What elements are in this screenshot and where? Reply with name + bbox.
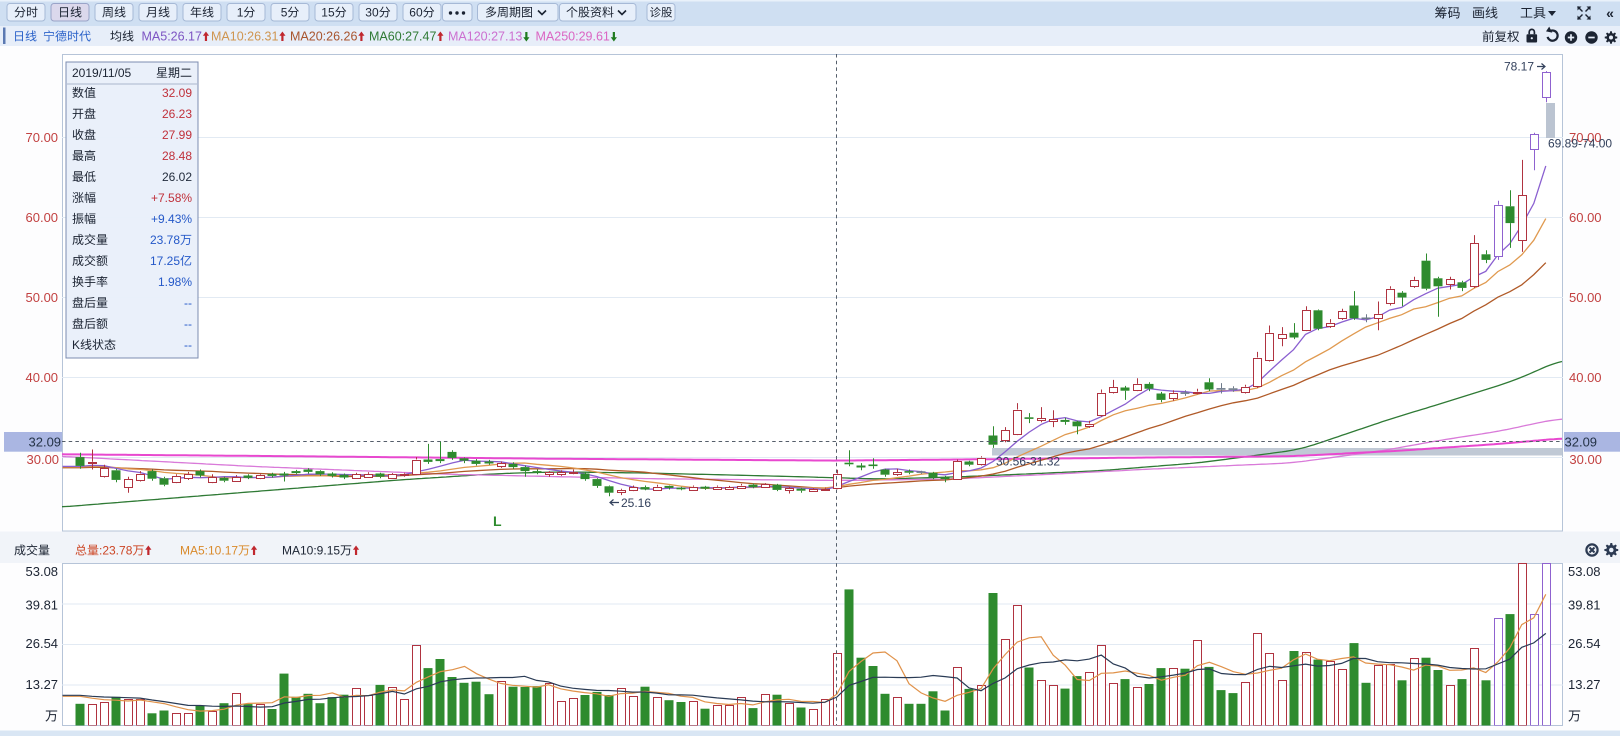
svg-text:60.00: 60.00 — [1569, 210, 1602, 225]
svg-text:26.54: 26.54 — [26, 636, 59, 651]
svg-text:17.25: 17.25 — [150, 254, 180, 268]
svg-text:13.27: 13.27 — [26, 677, 59, 692]
svg-text:40.00: 40.00 — [26, 370, 59, 385]
svg-text:L: L — [493, 513, 502, 529]
svg-text:MA250:29.61: MA250:29.61 — [536, 30, 610, 44]
svg-text:--: -- — [184, 296, 192, 310]
svg-text:30: 30 — [365, 6, 379, 20]
svg-text:1: 1 — [237, 6, 244, 20]
svg-text:K: K — [72, 338, 80, 352]
svg-text:MA10:9.15: MA10:9.15 — [282, 544, 340, 558]
svg-text:30.00: 30.00 — [1569, 452, 1602, 467]
svg-text:--: -- — [184, 338, 192, 352]
svg-text:69.89-74.00: 69.89-74.00 — [1548, 137, 1612, 151]
svg-text:32.09: 32.09 — [162, 86, 192, 100]
svg-text:1.98%: 1.98% — [158, 275, 192, 289]
svg-text:15: 15 — [321, 6, 335, 20]
svg-text:50.00: 50.00 — [26, 290, 59, 305]
svg-text:53.08: 53.08 — [26, 564, 59, 579]
svg-text:«: « — [1606, 5, 1614, 21]
svg-text:60.00: 60.00 — [26, 210, 59, 225]
svg-text:MA60:27.47: MA60:27.47 — [369, 30, 436, 44]
svg-text:27.99: 27.99 — [162, 128, 192, 142]
svg-text:60: 60 — [409, 6, 423, 20]
svg-text:MA120:27.13: MA120:27.13 — [448, 30, 522, 44]
svg-text:MA5:26.17: MA5:26.17 — [142, 30, 203, 44]
svg-text:39.81: 39.81 — [26, 598, 59, 613]
svg-text:70.00: 70.00 — [26, 130, 59, 145]
svg-text:+9.43%: +9.43% — [151, 212, 192, 226]
svg-text:MA5:10.17: MA5:10.17 — [180, 544, 238, 558]
svg-text:26.23: 26.23 — [162, 107, 192, 121]
svg-text:13.27: 13.27 — [1568, 677, 1601, 692]
svg-text:39.81: 39.81 — [1568, 598, 1601, 613]
svg-text:+7.58%: +7.58% — [151, 191, 192, 205]
svg-text:26.02: 26.02 — [162, 170, 192, 184]
svg-text:25.16: 25.16 — [621, 496, 651, 510]
svg-text:32.09: 32.09 — [29, 434, 62, 449]
svg-text:2019/11/05: 2019/11/05 — [72, 66, 131, 80]
svg-text:28.48: 28.48 — [162, 149, 192, 163]
svg-text:78.17: 78.17 — [1504, 60, 1534, 74]
svg-text:50.00: 50.00 — [1569, 290, 1602, 305]
svg-text:26.54: 26.54 — [1568, 636, 1601, 651]
svg-text:53.08: 53.08 — [1568, 564, 1601, 579]
svg-text:--: -- — [184, 317, 192, 331]
svg-text:5: 5 — [281, 6, 288, 20]
svg-text::23.78: :23.78 — [99, 544, 133, 558]
svg-text:30.00: 30.00 — [27, 452, 60, 467]
svg-text:MA20:26.26: MA20:26.26 — [290, 30, 357, 44]
svg-text:30.56-31.32: 30.56-31.32 — [996, 455, 1060, 469]
svg-text:40.00: 40.00 — [1569, 370, 1602, 385]
svg-text:70.00: 70.00 — [1569, 130, 1602, 145]
svg-text:23.78: 23.78 — [150, 233, 180, 247]
svg-text:MA10:26.31: MA10:26.31 — [211, 30, 278, 44]
svg-text:32.09: 32.09 — [1565, 434, 1598, 449]
